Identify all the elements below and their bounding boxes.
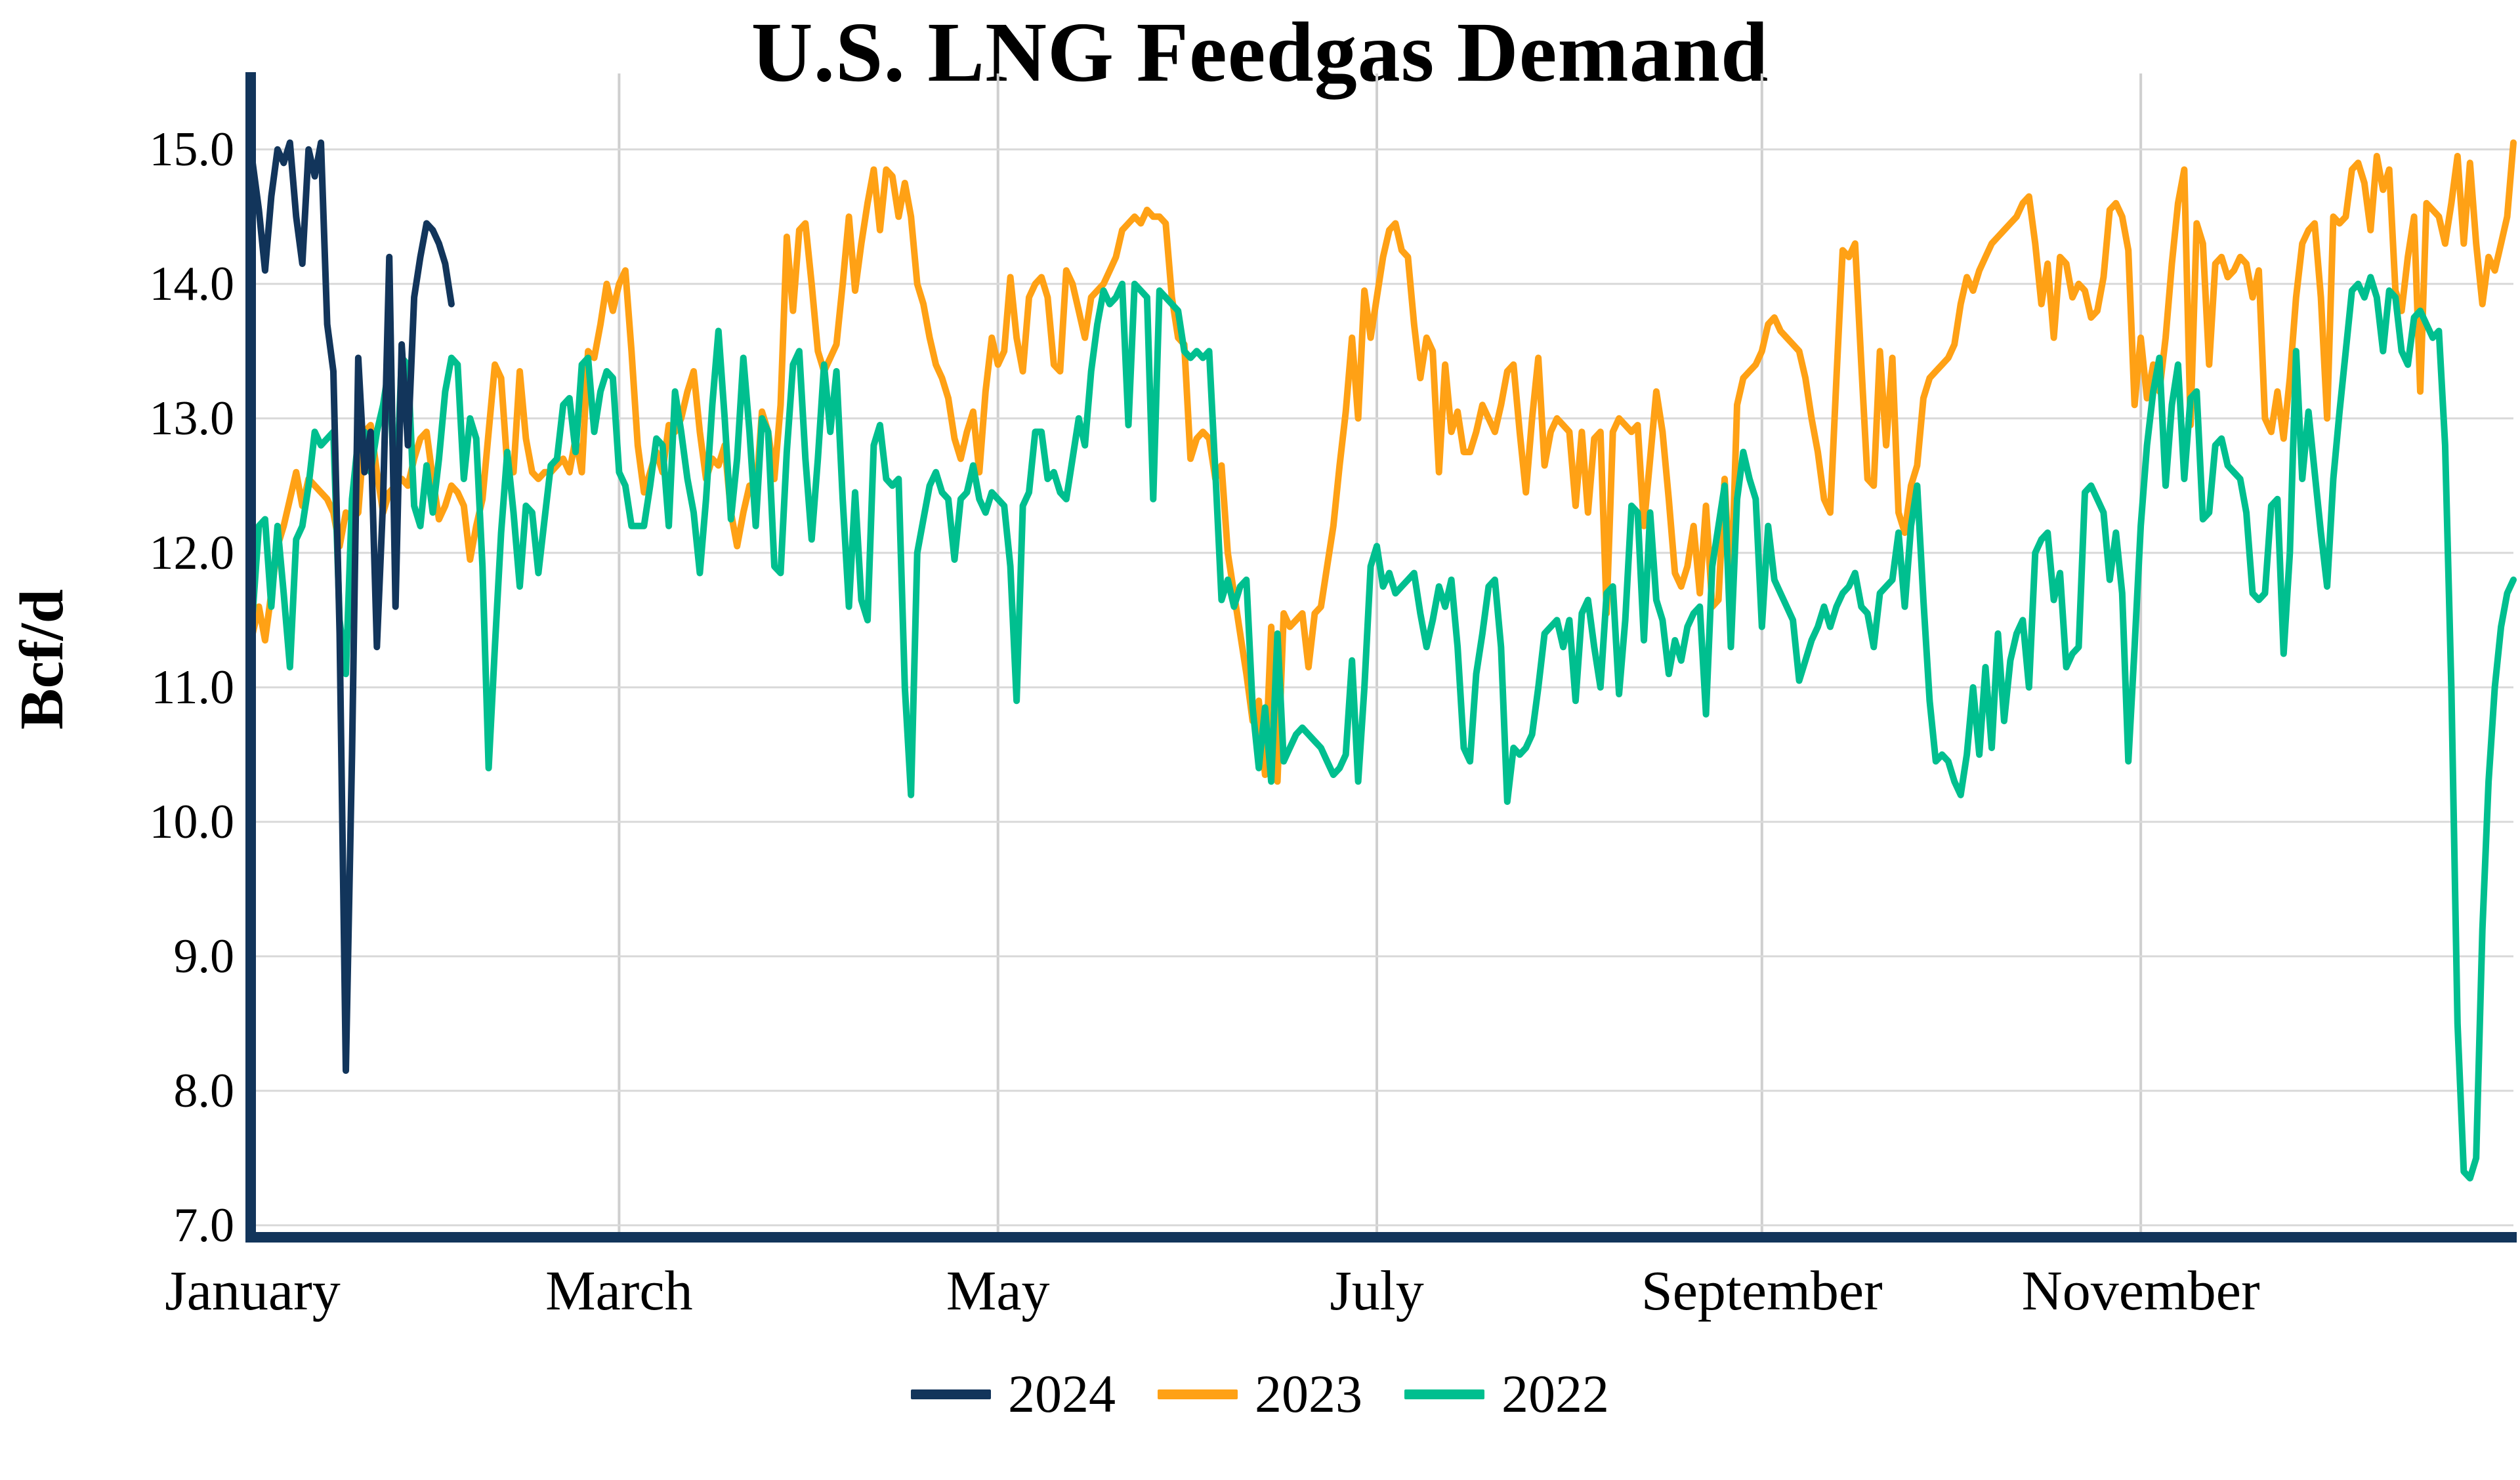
legend-swatch-2024	[911, 1389, 991, 1399]
legend-label-2022: 2022	[1502, 1364, 1609, 1424]
series-line-2022	[249, 274, 2517, 1182]
y-tick-15.0: 15.0	[149, 122, 235, 176]
legend-item-2024: 2024	[911, 1361, 1116, 1427]
y-tick-9.0: 9.0	[173, 929, 235, 983]
legend-item-2023: 2023	[1158, 1361, 1362, 1427]
legend: 2024 2023 2022	[0, 1361, 2520, 1427]
y-tick-14.0: 14.0	[149, 257, 235, 311]
x-tick-march: March	[545, 1259, 693, 1322]
x-tick-january: January	[165, 1259, 341, 1322]
y-tick-11.0: 11.0	[151, 660, 234, 714]
y-tick-10.0: 10.0	[149, 794, 235, 849]
x-tick-july: July	[1330, 1259, 1424, 1322]
legend-item-2022: 2022	[1404, 1361, 1609, 1427]
chart-title: U.S. LNG Feedgas Demand	[751, 5, 1769, 100]
x-axis-line	[245, 1232, 2517, 1243]
legend-label-2023: 2023	[1255, 1364, 1362, 1424]
legend-swatch-2022	[1404, 1389, 1484, 1399]
series-line-2024	[249, 139, 455, 1074]
x-tick-september: September	[1641, 1259, 1883, 1322]
y-tick-12.0: 12.0	[149, 525, 235, 580]
y-tick-13.0: 13.0	[149, 391, 235, 445]
series-line-2023	[249, 139, 2517, 785]
x-tick-november: November	[2021, 1259, 2260, 1322]
y-tick-8.0: 8.0	[173, 1063, 235, 1118]
x-tick-may: May	[946, 1259, 1050, 1322]
y-axis-line	[245, 72, 256, 1243]
legend-label-2024: 2024	[1008, 1364, 1116, 1424]
legend-swatch-2023	[1158, 1389, 1238, 1399]
y-tick-7.0: 7.0	[173, 1198, 235, 1252]
